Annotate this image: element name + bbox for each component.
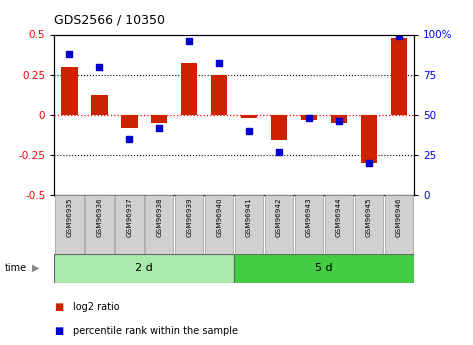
- Point: [275, 149, 283, 154]
- Bar: [85, 195, 114, 254]
- Bar: [271, 115, 287, 140]
- Text: GSM96938: GSM96938: [156, 198, 162, 237]
- Text: 2 d: 2 d: [135, 263, 153, 273]
- Point: [66, 51, 73, 57]
- Text: GSM96941: GSM96941: [246, 198, 252, 237]
- Text: ▶: ▶: [32, 263, 39, 273]
- Point: [156, 125, 163, 130]
- Bar: [301, 115, 317, 119]
- Point: [96, 64, 103, 69]
- Text: ■: ■: [54, 302, 64, 312]
- Bar: [295, 195, 323, 254]
- Text: GSM96936: GSM96936: [96, 198, 102, 237]
- Text: GSM96942: GSM96942: [276, 198, 282, 237]
- Bar: [91, 96, 107, 115]
- Bar: [361, 115, 377, 163]
- Bar: [211, 75, 228, 115]
- Point: [365, 160, 373, 166]
- Point: [185, 38, 193, 44]
- Point: [305, 115, 313, 121]
- Text: percentile rank within the sample: percentile rank within the sample: [73, 326, 238, 336]
- Bar: [265, 195, 293, 254]
- Bar: [325, 195, 353, 254]
- Point: [125, 136, 133, 141]
- Bar: [121, 115, 138, 128]
- Bar: [55, 195, 84, 254]
- Text: 5 d: 5 d: [315, 263, 333, 273]
- Point: [335, 118, 343, 124]
- Text: GDS2566 / 10350: GDS2566 / 10350: [54, 14, 166, 27]
- Text: ■: ■: [54, 326, 64, 336]
- Text: GSM96945: GSM96945: [366, 198, 372, 237]
- Bar: [385, 195, 413, 254]
- Text: GSM96939: GSM96939: [186, 198, 192, 237]
- Bar: [181, 63, 197, 115]
- Text: time: time: [5, 263, 27, 273]
- Point: [395, 33, 403, 39]
- Bar: [331, 115, 347, 123]
- Text: GSM96943: GSM96943: [306, 198, 312, 237]
- Text: log2 ratio: log2 ratio: [73, 302, 120, 312]
- Bar: [54, 254, 234, 283]
- Text: GSM96946: GSM96946: [396, 198, 402, 237]
- Bar: [241, 115, 257, 118]
- Bar: [355, 195, 383, 254]
- Text: GSM96940: GSM96940: [216, 198, 222, 237]
- Bar: [151, 115, 167, 123]
- Text: GSM96937: GSM96937: [126, 198, 132, 237]
- Bar: [175, 195, 203, 254]
- Bar: [235, 195, 263, 254]
- Point: [245, 128, 253, 134]
- Bar: [61, 67, 78, 115]
- Bar: [391, 38, 407, 115]
- Bar: [115, 195, 143, 254]
- Bar: [205, 195, 233, 254]
- Bar: [145, 195, 174, 254]
- Text: GSM96944: GSM96944: [336, 198, 342, 237]
- Bar: [234, 254, 414, 283]
- Text: GSM96935: GSM96935: [66, 198, 72, 237]
- Point: [215, 61, 223, 66]
